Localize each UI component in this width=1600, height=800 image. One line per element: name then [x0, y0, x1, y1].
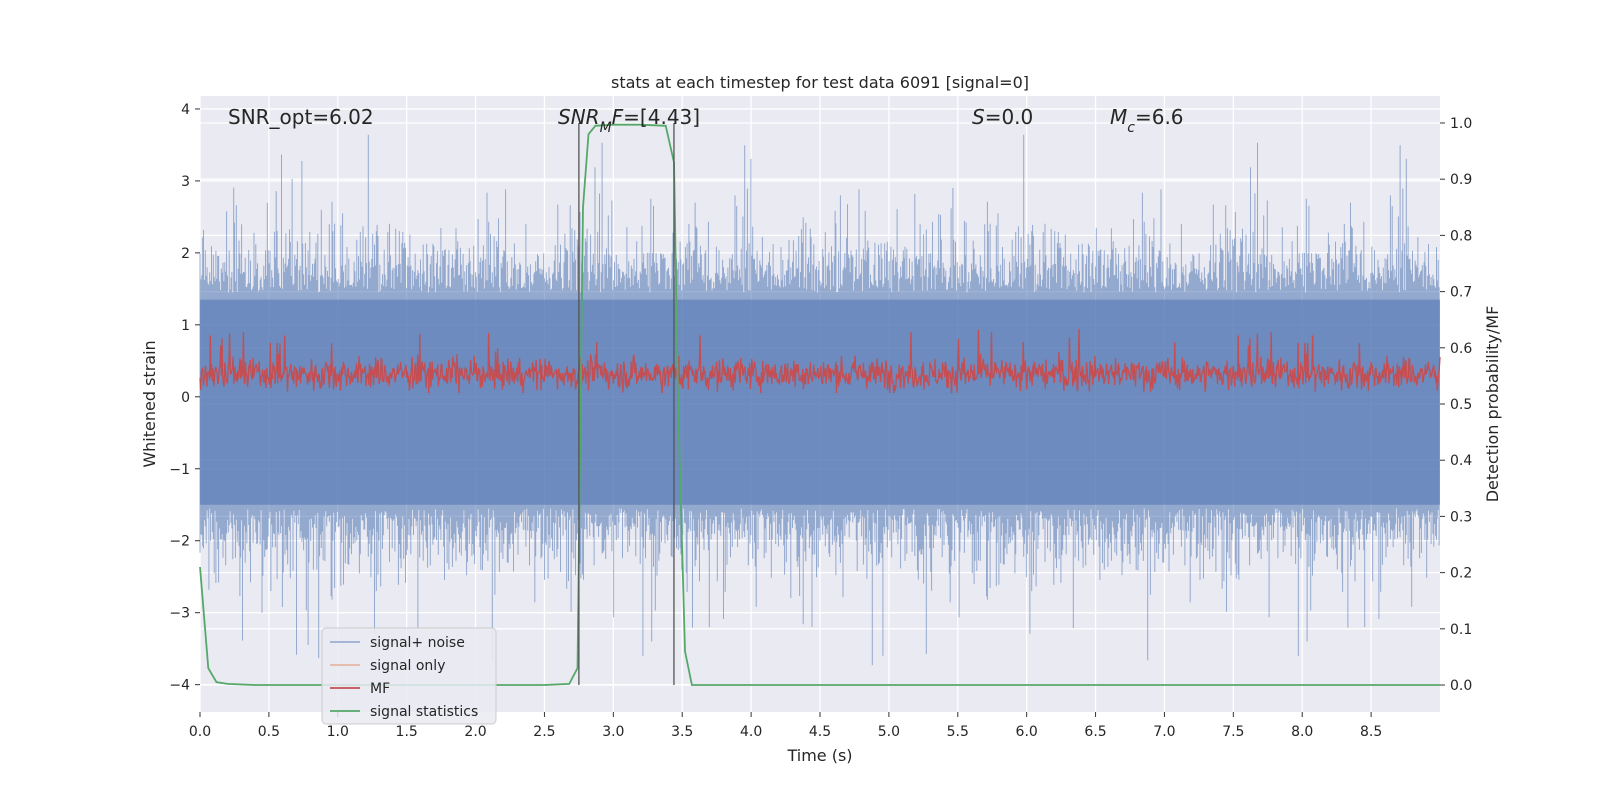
series-signal-statistics: [199, 123, 1440, 686]
y-left-tick-label: 1: [181, 318, 190, 334]
y-right-tick-label: 0.4: [1450, 453, 1472, 469]
series-mf: [199, 328, 1441, 394]
x-tick-label: 5.0: [878, 724, 900, 740]
legend-label: signal only: [370, 658, 445, 674]
vlines: [578, 122, 675, 686]
x-tick-label: 5.5: [947, 724, 969, 740]
y-right-tick-label: 0.1: [1450, 622, 1472, 638]
y-left-tick-label: −2: [169, 534, 190, 550]
x-axis-label: Time (s): [786, 746, 852, 765]
x-tick-label: 0.5: [258, 724, 280, 740]
x-tick-label: 6.5: [1084, 724, 1106, 740]
x-tick-label: 4.5: [809, 724, 831, 740]
y-right-tick-label: 0.9: [1450, 172, 1472, 188]
y-right-tick-label: 0.6: [1450, 341, 1472, 357]
x-tick-label: 7.5: [1222, 724, 1244, 740]
x-tick-label: 6.0: [1016, 724, 1038, 740]
y-right-tick-label: 0.8: [1450, 228, 1472, 244]
y-ticks-left: −4 −3 −2 −1 0 1 2 3 4: [169, 102, 200, 694]
y-left-tick-label: 4: [181, 102, 190, 118]
x-tick-label: 1.5: [396, 724, 418, 740]
legend-label: MF: [370, 681, 390, 697]
y-axis-label-right: Detection probability/MF: [1483, 306, 1502, 503]
annotation-1: SNR_opt=6.02: [228, 105, 374, 129]
annotation-3: S=0.0: [972, 105, 1033, 129]
y-left-tick-label: −3: [169, 606, 190, 622]
y-left-tick-label: 3: [181, 174, 190, 190]
y-right-tick-label: 1.0: [1450, 116, 1472, 132]
y-left-tick-label: 0: [181, 390, 190, 406]
y-left-tick-label: −4: [169, 678, 190, 694]
y-right-tick-label: 0.5: [1450, 397, 1472, 413]
y-left-tick-label: −1: [169, 462, 190, 478]
legend-box: [321, 627, 497, 725]
x-tick-label: 8.5: [1360, 724, 1382, 740]
legend-label: signal statistics: [370, 704, 478, 720]
x-tick-label: 0.0: [189, 724, 211, 740]
x-tick-label: 3.0: [602, 724, 624, 740]
legend-label: signal+ noise: [370, 635, 465, 651]
y-left-tick-label: 2: [181, 246, 190, 262]
y-right-tick-label: 0.0: [1450, 678, 1472, 694]
y-right-tick-label: 0.3: [1450, 509, 1472, 525]
y-axis-label-left: Whitened strain: [140, 340, 159, 467]
annotation-2: SNRMF=[4.43]: [558, 105, 700, 136]
x-tick-label: 8.0: [1291, 724, 1313, 740]
x-tick-label: 2.5: [533, 724, 555, 740]
x-ticks: 0.0 0.5 1.0 1.5 2.0 2.5 3.0 3.5 4.0 4.5 5.0 5.5 6.0 6…: [189, 712, 1382, 740]
y-right-tick-label: 0.2: [1450, 566, 1472, 582]
x-tick-label: 1.0: [327, 724, 349, 740]
x-tick-label: 3.5: [671, 724, 693, 740]
series-signal-noise-core: [200, 299, 1440, 505]
annotations: SNR_opt=6.02 SNRMF=[4.43] S=0.0 Mc=6.6: [228, 105, 1184, 136]
x-tick-label: 2.0: [464, 724, 486, 740]
x-tick-label: 4.0: [740, 724, 762, 740]
chart-title: stats at each timestep for test data 609…: [611, 73, 1029, 92]
y-right-tick-label: 0.7: [1450, 285, 1472, 301]
series-layer: [199, 123, 1441, 686]
annotation-4: Mc=6.6: [1110, 105, 1184, 136]
legend: signal+ noise signal only MF signal statist…: [321, 627, 497, 725]
y-ticks-right: 0.0 0.1 0.2 0.3 0.4 0.5 0.6 0.7 0.8 0.9 1.0: [1440, 116, 1472, 694]
x-tick-label: 7.0: [1153, 724, 1175, 740]
